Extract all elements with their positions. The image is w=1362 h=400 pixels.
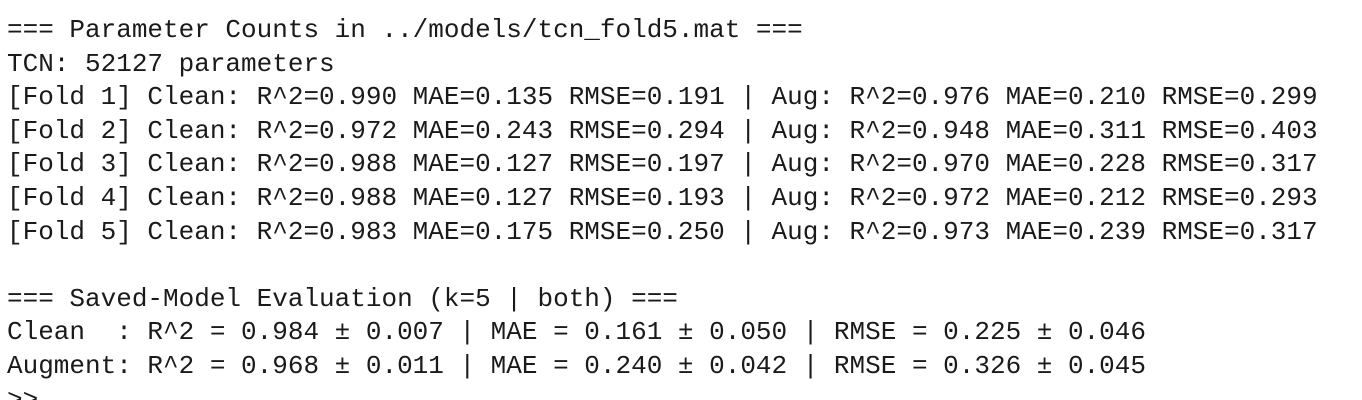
output-line: TCN: 52127 parameters [7, 48, 335, 79]
output-line: === Saved-Model Evaluation (k=5 | both) … [7, 283, 678, 314]
output-line: === Parameter Counts in ../models/tcn_fo… [7, 15, 803, 45]
output-line: Clean : R^2 = 0.984 ± 0.007 | MAE = 0.16… [7, 317, 1146, 348]
output-line: Augment: R^2 = 0.968 ± 0.011 | MAE = 0.2… [7, 350, 1146, 381]
output-line: [Fold 4] Clean: R^2=0.988 MAE=0.127 RMSE… [7, 182, 1318, 213]
blank-line [7, 249, 1362, 283]
output-line: [Fold 5] Clean: R^2=0.983 MAE=0.175 RMSE… [7, 216, 1318, 247]
output-line: [Fold 2] Clean: R^2=0.972 MAE=0.243 RMSE… [7, 115, 1318, 146]
prompt: >> [7, 384, 39, 400]
output-line: [Fold 1] Clean: R^2=0.990 MAE=0.135 RMSE… [7, 82, 1318, 113]
output-line: [Fold 3] Clean: R^2=0.988 MAE=0.127 RMSE… [7, 149, 1318, 180]
